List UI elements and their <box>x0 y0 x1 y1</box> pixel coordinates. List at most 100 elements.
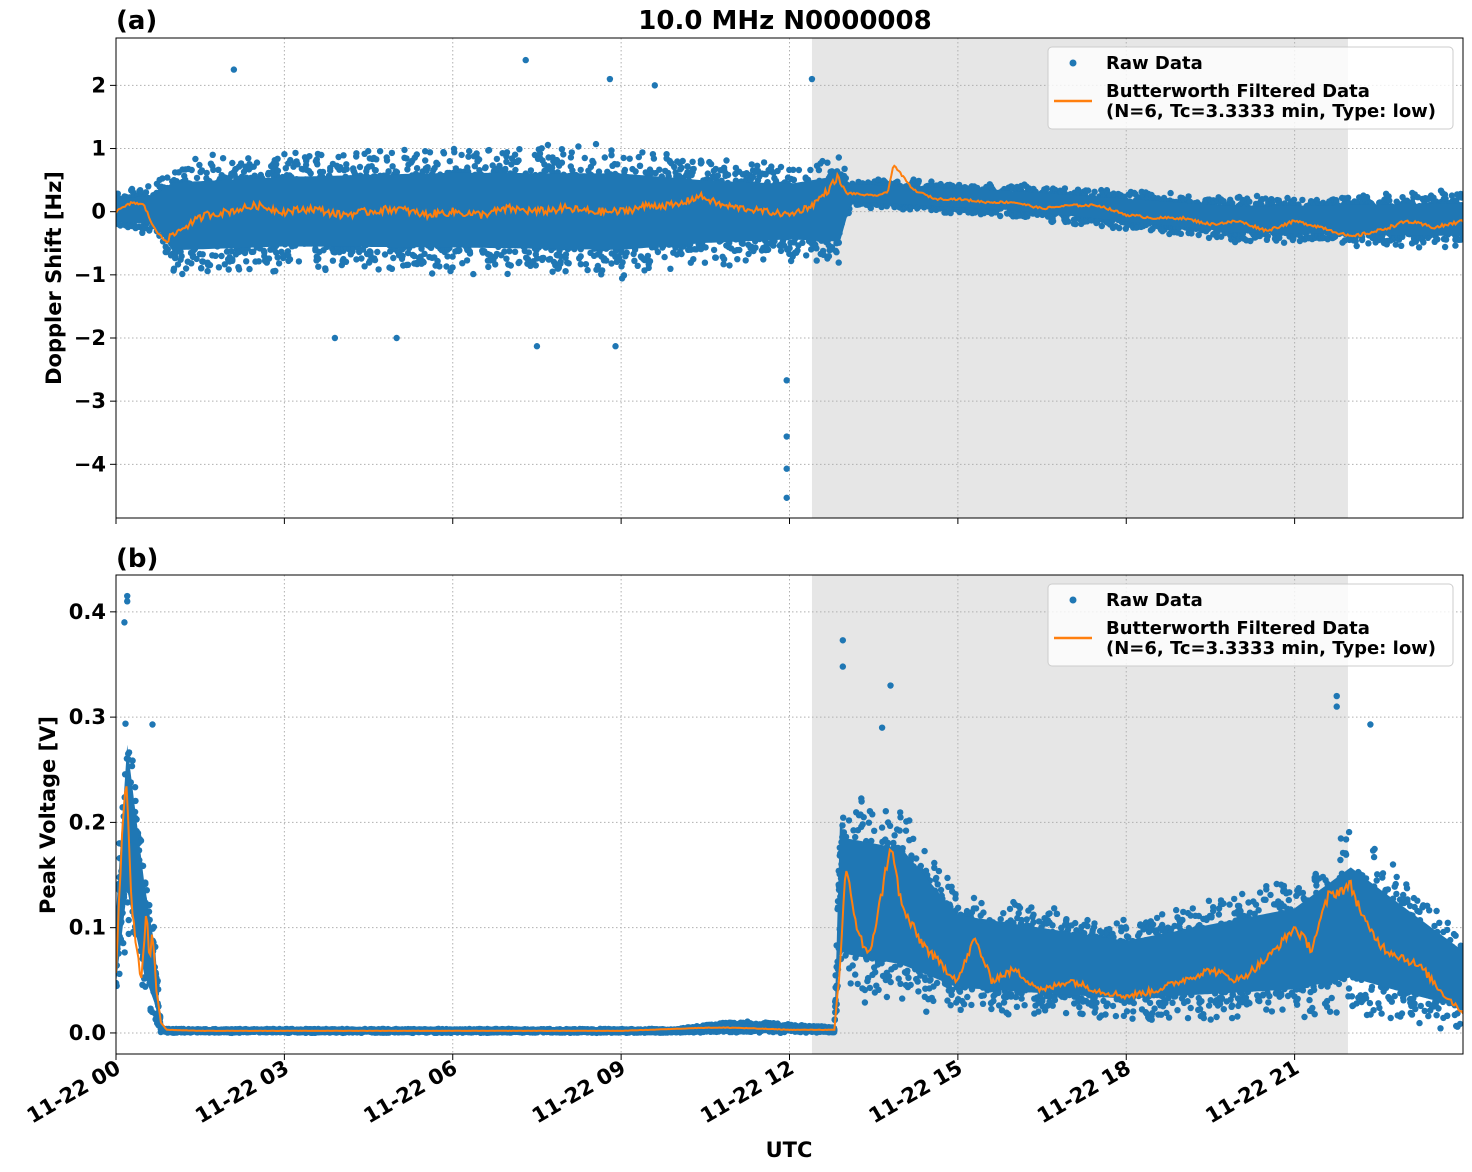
raw-point <box>698 159 705 166</box>
raw-point <box>533 255 541 262</box>
raw-point <box>667 265 674 272</box>
raw-point <box>315 263 322 270</box>
raw-point <box>661 253 668 261</box>
raw-point <box>590 159 597 166</box>
raw-point <box>221 261 228 268</box>
raw-point <box>365 147 372 155</box>
raw-point <box>595 168 603 175</box>
raw-point <box>663 151 670 158</box>
raw-point <box>527 167 535 174</box>
raw-data-series <box>116 140 1463 282</box>
raw-point <box>329 257 337 264</box>
raw-point <box>322 266 329 274</box>
raw-point <box>639 149 646 156</box>
raw-point <box>282 165 289 172</box>
raw-point <box>635 153 642 161</box>
raw-point <box>315 255 322 262</box>
raw-point <box>577 261 584 268</box>
raw-point <box>835 154 842 161</box>
panel-a-ylabel: Doppler Shift [Hz] <box>42 171 66 385</box>
raw-point <box>489 162 496 169</box>
raw-point <box>584 266 591 274</box>
raw-point <box>511 248 519 255</box>
raw-point <box>142 189 150 196</box>
raw-point <box>618 248 625 256</box>
raw-point <box>466 147 473 155</box>
raw-point <box>164 246 171 253</box>
raw-point <box>915 177 922 185</box>
raw-point <box>824 159 831 166</box>
raw-point <box>650 155 658 162</box>
raw-point <box>383 157 391 164</box>
raw-point <box>608 152 615 159</box>
raw-point <box>503 149 511 156</box>
raw-point <box>835 259 842 266</box>
raw-point <box>424 164 431 171</box>
raw-point <box>795 166 803 174</box>
raw-point <box>644 252 652 260</box>
raw-point <box>215 166 222 173</box>
raw-point <box>503 255 510 262</box>
raw-point <box>451 149 458 156</box>
raw-point <box>724 171 732 179</box>
raw-point <box>813 245 820 252</box>
raw-point <box>544 141 552 149</box>
raw-point <box>690 256 697 263</box>
raw-point <box>701 259 709 266</box>
raw-point <box>390 254 397 262</box>
raw-point <box>557 258 564 265</box>
raw-point <box>825 253 833 260</box>
raw-point <box>465 153 472 160</box>
raw-point <box>634 262 641 269</box>
raw-point <box>434 257 441 265</box>
raw-point <box>274 254 281 261</box>
raw-point <box>198 167 206 174</box>
raw-point <box>446 158 453 165</box>
raw-point <box>255 258 262 265</box>
raw-point <box>422 148 429 155</box>
raw-point <box>274 155 281 162</box>
raw-point <box>265 255 273 262</box>
raw-point <box>182 265 190 272</box>
raw-point <box>204 267 211 275</box>
raw-point <box>466 250 474 257</box>
raw-point <box>246 265 253 273</box>
raw-point <box>199 251 206 258</box>
raw-point <box>524 256 532 263</box>
raw-point <box>599 267 606 274</box>
raw-point <box>473 150 480 157</box>
raw-point <box>456 247 463 254</box>
raw-point <box>601 154 608 161</box>
raw-point <box>558 159 566 166</box>
raw-point <box>736 246 743 254</box>
raw-point <box>515 157 522 164</box>
raw-point <box>646 258 654 265</box>
raw-point <box>401 146 408 154</box>
raw-point <box>562 251 570 258</box>
raw-point <box>549 268 556 275</box>
raw-point <box>807 166 814 174</box>
raw-point <box>440 150 448 157</box>
raw-point <box>508 161 515 168</box>
raw-point <box>356 163 364 171</box>
raw-point <box>340 152 347 159</box>
raw-point <box>833 249 840 256</box>
raw-point <box>538 145 545 152</box>
raw-point <box>361 263 368 270</box>
raw-point <box>608 260 615 267</box>
raw-point <box>413 151 420 158</box>
raw-point <box>790 176 797 183</box>
raw-point <box>389 163 396 170</box>
raw-point <box>420 259 427 266</box>
raw-point <box>261 249 268 256</box>
raw-point <box>463 257 471 264</box>
raw-point <box>645 264 652 272</box>
raw-point <box>443 263 450 270</box>
raw-point <box>225 266 232 273</box>
raw-point <box>273 249 280 256</box>
raw-point <box>353 256 360 263</box>
raw-point <box>286 256 294 263</box>
series-layer <box>116 56 1463 501</box>
raw-point <box>678 250 685 258</box>
raw-point <box>375 266 382 273</box>
